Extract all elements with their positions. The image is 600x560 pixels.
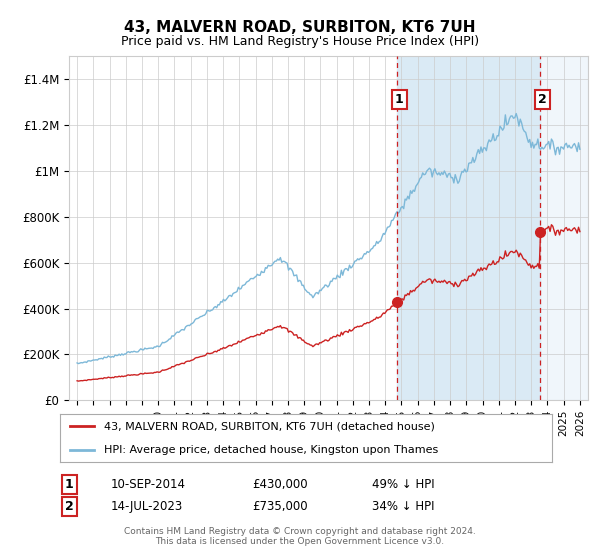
Text: 14-JUL-2023: 14-JUL-2023 <box>111 500 183 514</box>
Bar <box>540 56 588 400</box>
Text: 1: 1 <box>395 93 404 106</box>
Text: 10-SEP-2014: 10-SEP-2014 <box>111 478 186 491</box>
Text: 43, MALVERN ROAD, SURBITON, KT6 7UH: 43, MALVERN ROAD, SURBITON, KT6 7UH <box>124 20 476 35</box>
Text: £735,000: £735,000 <box>252 500 308 514</box>
Text: £430,000: £430,000 <box>252 478 308 491</box>
Text: Price paid vs. HM Land Registry's House Price Index (HPI): Price paid vs. HM Land Registry's House … <box>121 35 479 48</box>
Text: Contains HM Land Registry data © Crown copyright and database right 2024.
This d: Contains HM Land Registry data © Crown c… <box>124 526 476 546</box>
Bar <box>397 56 540 400</box>
Text: 2: 2 <box>538 93 547 106</box>
Text: 49% ↓ HPI: 49% ↓ HPI <box>372 478 434 491</box>
Text: 1: 1 <box>65 478 73 491</box>
Text: 43, MALVERN ROAD, SURBITON, KT6 7UH (detached house): 43, MALVERN ROAD, SURBITON, KT6 7UH (det… <box>104 421 435 431</box>
Text: 34% ↓ HPI: 34% ↓ HPI <box>372 500 434 514</box>
Text: HPI: Average price, detached house, Kingston upon Thames: HPI: Average price, detached house, King… <box>104 445 439 455</box>
Text: 2: 2 <box>65 500 73 514</box>
